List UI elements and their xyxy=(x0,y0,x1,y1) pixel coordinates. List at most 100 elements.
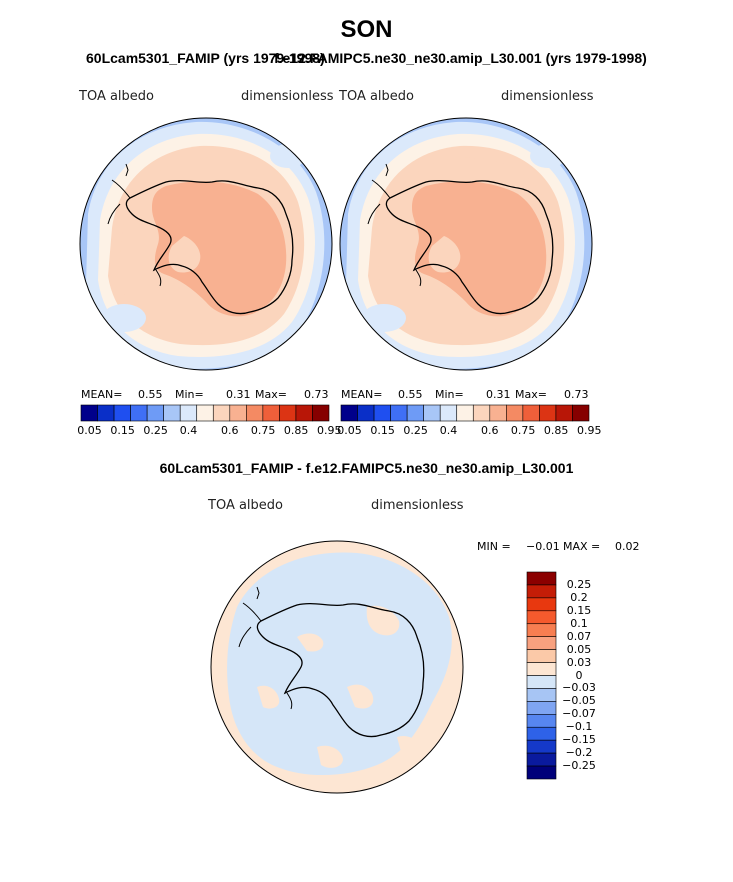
left-colorbar xyxy=(80,404,330,422)
diff-colorbar-label: 0.25 xyxy=(566,577,592,591)
diff-colorbar-label: 0.03 xyxy=(566,655,592,669)
colorbar-cell xyxy=(572,404,590,422)
colorbar-cell xyxy=(456,404,474,422)
diff-colorbar-label: −0.2 xyxy=(565,746,593,760)
colorbar-cell xyxy=(163,404,181,422)
left-mean-label: MEAN= xyxy=(81,388,123,401)
left-min-label: Min= xyxy=(175,388,204,401)
difference-max-value: 0.02 xyxy=(615,540,640,553)
colorbar-cell xyxy=(357,404,375,422)
diff-colorbar-label: −0.15 xyxy=(562,733,596,747)
right-mean-value: 0.55 xyxy=(398,388,423,401)
diff-colorbar-label: 0.1 xyxy=(570,616,588,630)
difference-map-border xyxy=(210,540,464,794)
colorbar-cell xyxy=(390,404,408,422)
difference-units-label: dimensionless xyxy=(371,498,464,513)
colorbar-cell xyxy=(295,404,313,422)
left-map-border xyxy=(79,117,333,371)
colorbar-tick-label: 0.4 xyxy=(439,424,458,437)
right-map-border xyxy=(339,117,593,371)
left-panel-caption: 60Lcam5301_FAMIP (yrs 1979-1998) xyxy=(86,50,325,66)
diff-colorbar-cell xyxy=(526,636,557,650)
colorbar-tick-label: 0.85 xyxy=(283,424,309,437)
diff-colorbar-cell xyxy=(526,584,557,599)
difference-colorbar xyxy=(526,571,557,780)
diff-colorbar-cell xyxy=(526,571,557,586)
colorbar-cell xyxy=(262,404,280,422)
colorbar-cell xyxy=(489,404,507,422)
colorbar-cell xyxy=(179,404,198,422)
diff-colorbar-label: 0 xyxy=(575,668,583,682)
colorbar-cell xyxy=(212,404,231,422)
figure-title: SON xyxy=(340,16,393,43)
diff-colorbar-label: −0.03 xyxy=(562,681,596,695)
diff-colorbar-label: −0.25 xyxy=(562,759,596,773)
right-units-label: dimensionless xyxy=(501,89,594,104)
right-panel-caption: f.e12.FAMIPC5.ne30_ne30.amip_L30.001 (yr… xyxy=(274,50,647,66)
left-albedo-map xyxy=(80,118,332,370)
colorbar-cell xyxy=(340,404,358,422)
diff-colorbar-cell xyxy=(526,597,557,612)
right-min-label: Min= xyxy=(435,388,464,401)
diff-colorbar-cell xyxy=(526,714,557,728)
colorbar-tick-label: 0.6 xyxy=(481,424,499,437)
difference-max-label: MAX = xyxy=(563,540,601,553)
colorbar-cell xyxy=(80,404,98,422)
right-max-value: 0.73 xyxy=(564,388,589,401)
right-mean-label: MEAN= xyxy=(341,388,383,401)
left-units-label: dimensionless xyxy=(241,89,334,104)
colorbar-tick-label: 0.15 xyxy=(370,424,395,437)
colorbar-cell xyxy=(196,404,214,422)
diff-colorbar-cell xyxy=(526,675,557,689)
colorbar-tick-label: 0.95 xyxy=(317,424,342,437)
left-variable-label: TOA albedo xyxy=(79,89,155,104)
diff-colorbar-label: −0.05 xyxy=(562,694,596,708)
colorbar-cell xyxy=(472,404,491,422)
colorbar-cell xyxy=(506,404,524,422)
colorbar-tick-label: 0.15 xyxy=(110,424,135,437)
diff-colorbar-label: 0.15 xyxy=(566,603,592,617)
colorbar-tick-label: 0.05 xyxy=(337,424,362,437)
left-max-value: 0.73 xyxy=(304,388,329,401)
diff-colorbar-cell xyxy=(526,752,557,767)
colorbar-cell xyxy=(439,404,458,422)
colorbar-cell xyxy=(246,404,264,422)
colorbar-cell xyxy=(539,404,557,422)
right-colorbar xyxy=(340,404,590,422)
left-max-label: Max= xyxy=(255,388,287,401)
right-albedo-map xyxy=(340,118,592,370)
left-mean-value: 0.55 xyxy=(138,388,163,401)
colorbar-cell xyxy=(113,404,131,422)
diff-colorbar-label: 0.2 xyxy=(570,590,588,604)
colorbar-tick-label: 0.75 xyxy=(510,424,536,437)
difference-caption: 60Lcam5301_FAMIP - f.e12.FAMIPC5.ne30_ne… xyxy=(159,460,574,476)
diff-colorbar-cell xyxy=(526,765,557,780)
colorbar-cell xyxy=(97,404,115,422)
colorbar-cell xyxy=(130,404,148,422)
colorbar-cell xyxy=(406,404,424,422)
colorbar-tick-label: 0.75 xyxy=(250,424,276,437)
colorbar-tick-label: 0.05 xyxy=(77,424,102,437)
diff-colorbar-cell xyxy=(526,701,557,715)
colorbar-tick-label: 0.95 xyxy=(577,424,602,437)
diff-colorbar-cell xyxy=(526,623,557,637)
diff-colorbar-cell xyxy=(526,649,557,663)
colorbar-cell xyxy=(423,404,441,422)
colorbar-tick-label: 0.4 xyxy=(179,424,198,437)
right-variable-label: TOA albedo xyxy=(339,89,415,104)
colorbar-cell xyxy=(229,404,247,422)
diff-colorbar-cell xyxy=(526,688,557,702)
diff-colorbar-cell xyxy=(526,610,557,625)
diff-colorbar-label: 0.07 xyxy=(566,629,592,643)
colorbar-cell xyxy=(373,404,391,422)
colorbar-cell xyxy=(522,404,540,422)
diff-colorbar-label: −0.07 xyxy=(562,707,596,721)
colorbar-tick-label: 0.25 xyxy=(403,424,428,437)
difference-map xyxy=(211,541,463,793)
left-min-value: 0.31 xyxy=(226,388,251,401)
right-min-value: 0.31 xyxy=(486,388,511,401)
colorbar-tick-label: 0.85 xyxy=(543,424,569,437)
colorbar-cell xyxy=(279,404,297,422)
diff-colorbar-cell xyxy=(526,662,557,676)
diff-colorbar-label: 0.05 xyxy=(566,642,592,656)
